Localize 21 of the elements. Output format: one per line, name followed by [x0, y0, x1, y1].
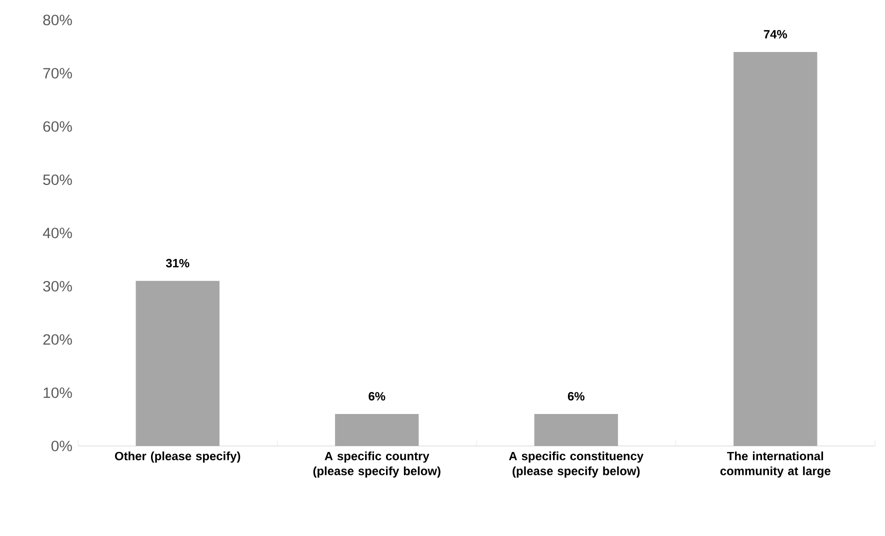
bar [136, 280, 220, 446]
data-label: 31% [166, 258, 190, 268]
y-tick-label: 0% [51, 440, 72, 452]
y-tick-label: 40% [42, 228, 72, 238]
x-tick-label: A specific constituency (please specify below) [509, 452, 644, 478]
bar [734, 52, 818, 446]
data-label: 6% [368, 392, 386, 401]
data-label: 6% [568, 392, 584, 401]
y-tick-label: 30% [43, 280, 72, 292]
y-tick-label: 50% [43, 174, 72, 186]
y-tick-label: 10% [44, 387, 72, 398]
x-tick-label: Other (please specify) [115, 452, 240, 463]
x-tick-label: The international community at large [720, 452, 830, 478]
x-tick-label: A specific country (please specify below) [313, 452, 440, 478]
y-tick-label: 20% [43, 334, 72, 345]
data-label: 74% [764, 30, 788, 38]
y-tick-label: 60% [43, 121, 72, 132]
bar [335, 414, 419, 446]
bar [534, 414, 618, 446]
y-tick-label: 70% [43, 68, 72, 79]
y-tick-label: 80% [43, 14, 72, 26]
